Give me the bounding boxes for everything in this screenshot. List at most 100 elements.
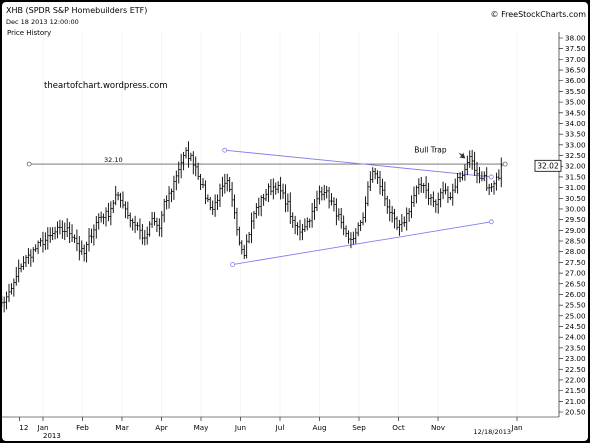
price-bar — [39, 238, 42, 247]
price-bar — [177, 161, 181, 184]
price-bar — [213, 194, 217, 217]
price-bar — [56, 221, 59, 239]
price-bar — [245, 234, 248, 259]
price-bar — [308, 218, 312, 228]
x-tick-label: Apr — [155, 423, 167, 432]
y-tick-label: 21.00 — [565, 397, 586, 406]
price-bar — [390, 206, 394, 223]
y-tick-label: 31.50 — [565, 172, 586, 181]
price-bar — [90, 228, 93, 243]
price-bar — [388, 199, 392, 222]
price-bar — [427, 182, 430, 206]
price-bar — [327, 186, 331, 209]
price-bar — [276, 181, 280, 194]
price-bar — [330, 193, 333, 206]
price-bar — [114, 185, 118, 206]
price-bar — [167, 186, 171, 209]
price-bar — [196, 162, 200, 180]
price-bar — [216, 194, 219, 210]
copyright-text: © FreeStockCharts.com — [491, 10, 587, 19]
price-bar — [322, 184, 326, 201]
y-tick-label: 26.00 — [565, 290, 586, 299]
price-bar — [381, 178, 384, 197]
price-bar — [305, 217, 309, 231]
price-bar — [87, 227, 91, 252]
symbol-title: XHB (SPDR S&P Homebuilders ETF) — [6, 6, 147, 15]
price-bar — [145, 226, 149, 245]
price-bar — [468, 150, 472, 168]
lower-trendline-end-handle — [488, 219, 494, 225]
price-bar — [211, 200, 215, 215]
price-bar — [158, 218, 161, 237]
y-tick-label: 26.50 — [565, 279, 586, 288]
watermark-text: theartofchart.wordpress.com — [44, 81, 168, 91]
price-bar — [291, 212, 295, 228]
price-bar — [34, 244, 38, 252]
price-bar — [255, 203, 258, 219]
horizontal-line-label: 32.10 — [104, 156, 123, 164]
price-bar — [361, 212, 365, 226]
price-bar — [242, 244, 246, 260]
price-bar — [257, 197, 261, 216]
bull-trap-annotation: Bull Trap — [414, 146, 447, 155]
price-bar — [109, 201, 113, 226]
price-bar — [449, 192, 452, 201]
price-bar — [487, 183, 491, 196]
price-bar — [434, 199, 438, 213]
price-bar — [160, 211, 164, 238]
price-bar — [153, 212, 156, 226]
price-bar — [424, 176, 428, 199]
price-bar — [250, 212, 253, 244]
y-tick-label: 22.50 — [565, 365, 586, 374]
price-bar — [136, 222, 139, 231]
price-bar — [14, 266, 18, 286]
price-bar — [274, 182, 278, 195]
y-tick-label: 34.00 — [565, 119, 586, 128]
price-bar — [366, 181, 370, 207]
price-bar — [131, 218, 135, 231]
price-bar — [325, 185, 329, 199]
x-tick-label: Jan — [510, 423, 522, 432]
price-bar — [296, 222, 299, 236]
price-bar — [342, 215, 345, 236]
price-bar — [492, 180, 496, 195]
price-bar — [499, 157, 503, 188]
price-bar — [2, 296, 6, 313]
price-bar — [143, 230, 147, 246]
price-bar — [184, 147, 188, 159]
price-bar — [247, 231, 251, 244]
price-bar — [199, 173, 202, 190]
x-tick-label: Oct — [392, 423, 405, 432]
price-bar — [286, 193, 290, 212]
price-bar — [310, 203, 314, 228]
y-tick-label: 24.00 — [565, 333, 586, 342]
price-bar — [102, 213, 105, 225]
price-bar — [376, 170, 379, 184]
price-bar — [24, 254, 28, 267]
price-bar — [383, 181, 387, 207]
price-bar — [73, 234, 76, 243]
price-bar — [170, 188, 173, 203]
price-bar — [485, 167, 489, 191]
price-bar — [354, 228, 358, 244]
price-bar — [453, 178, 457, 193]
price-bar — [22, 256, 25, 270]
y-tick-label: 36.00 — [565, 76, 586, 85]
y-tick-label: 20.50 — [565, 408, 586, 417]
horizontal-end-handle — [502, 161, 508, 167]
price-bar — [17, 259, 21, 283]
y-tick-label: 30.00 — [565, 204, 586, 213]
price-bar — [41, 231, 45, 253]
price-bar — [19, 263, 23, 273]
price-bar — [463, 164, 467, 181]
price-bar — [339, 208, 343, 229]
y-tick-label: 24.50 — [565, 322, 586, 331]
price-bar — [335, 198, 338, 226]
price-bar — [230, 181, 234, 207]
chart-date: Dec 18 2013 12:00:00 — [6, 18, 79, 26]
price-bar — [461, 171, 464, 181]
price-bar — [92, 224, 96, 246]
price-bar — [405, 207, 409, 231]
price-bar — [165, 195, 168, 210]
